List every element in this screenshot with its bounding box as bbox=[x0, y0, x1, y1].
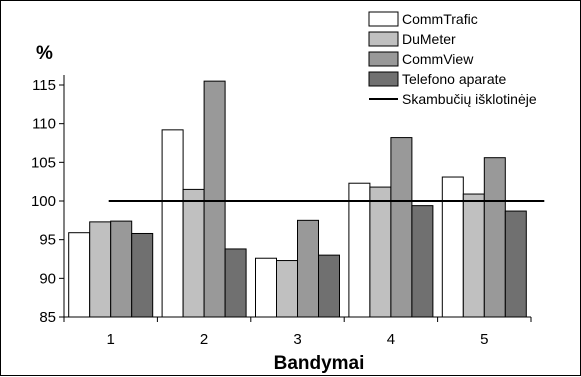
bar-dumeter-2 bbox=[182, 188, 205, 318]
bar-commtrafic-3 bbox=[255, 257, 277, 318]
legend-label: Telefono aparate bbox=[402, 71, 507, 87]
legend-swatch bbox=[368, 31, 399, 47]
legend-swatch bbox=[368, 11, 399, 27]
bar-dumeter-5 bbox=[462, 193, 485, 318]
legend-label: Skambučių išklotinėje bbox=[402, 91, 537, 107]
bar-commview-5 bbox=[483, 157, 506, 318]
bar-commview-3 bbox=[297, 219, 319, 318]
y-tick-label: 100 bbox=[31, 193, 56, 210]
x-tick-label: 3 bbox=[293, 331, 301, 348]
y-tick-label: 95 bbox=[39, 232, 56, 249]
y-tick-label: 115 bbox=[32, 77, 56, 94]
legend: CommTrafic DuMeter CommView Telefono aparat… bbox=[368, 11, 537, 107]
x-tick-label: 1 bbox=[107, 331, 115, 348]
y-tick-label: 90 bbox=[39, 270, 56, 287]
bar-telefono-aparate-1 bbox=[131, 232, 154, 318]
y-tick-label: 85 bbox=[39, 309, 56, 326]
y-tick-label: 105 bbox=[31, 154, 56, 171]
x-tick-label: 5 bbox=[480, 331, 488, 348]
x-tick-label: 2 bbox=[200, 331, 208, 348]
y-axis-title: % bbox=[36, 43, 53, 64]
legend-swatch bbox=[368, 51, 399, 67]
bar-dumeter-3 bbox=[276, 260, 298, 318]
bar-telefono-aparate-4 bbox=[411, 205, 434, 318]
bar-dumeter-4 bbox=[369, 186, 392, 318]
bar-commview-4 bbox=[390, 137, 413, 318]
bar-commtrafic-2 bbox=[161, 129, 184, 318]
bar-commtrafic-4 bbox=[348, 182, 371, 318]
legend-swatch bbox=[368, 71, 399, 87]
bar-commview-2 bbox=[203, 80, 226, 318]
bar-dumeter-1 bbox=[89, 221, 112, 318]
legend-label: CommTrafic bbox=[402, 11, 478, 27]
x-axis-title: Bandymai bbox=[274, 353, 365, 374]
bar-commview-1 bbox=[110, 220, 133, 318]
y-tick-label: 110 bbox=[32, 116, 56, 133]
x-tick-label: 4 bbox=[387, 331, 395, 348]
axes-layer: 85 90 95 100 105 110 115 1 2 3 4 5 bbox=[31, 75, 532, 348]
bar-telefono-aparate-3 bbox=[318, 254, 340, 318]
bar-telefono-aparate-5 bbox=[504, 210, 527, 318]
legend-label: CommView bbox=[402, 51, 474, 67]
bars-layer bbox=[68, 80, 527, 318]
bar-commtrafic-1 bbox=[68, 232, 91, 318]
bar-telefono-aparate-2 bbox=[224, 248, 247, 318]
legend-label: DuMeter bbox=[402, 31, 456, 47]
bar-commtrafic-5 bbox=[441, 176, 464, 318]
